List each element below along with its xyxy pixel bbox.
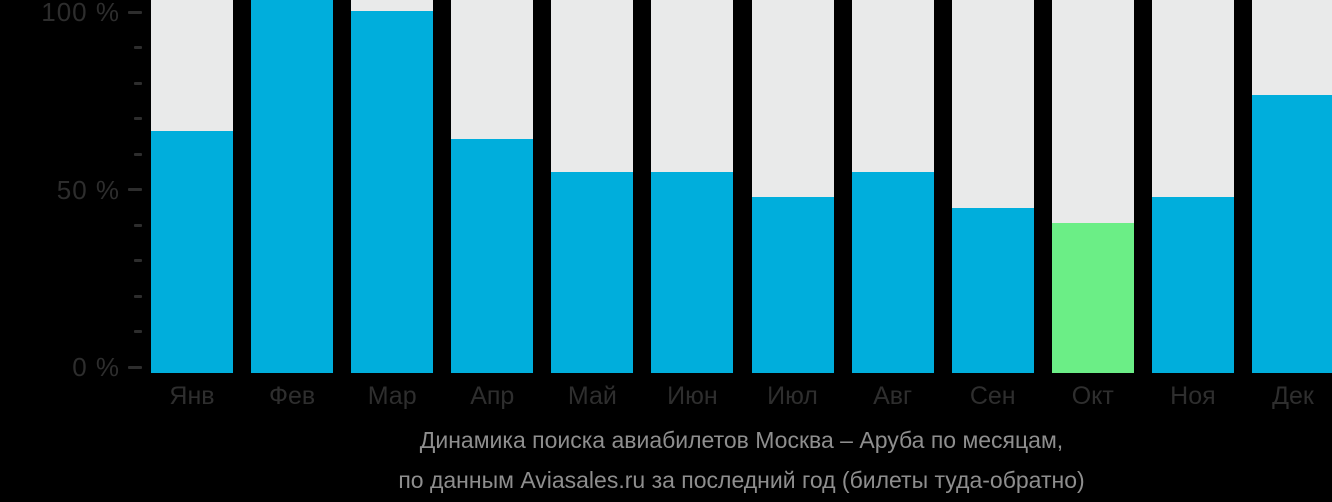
y-minor-tick [134,117,142,120]
y-major-tick [128,365,142,369]
bar [551,172,634,373]
y-minor-tick [134,81,142,85]
y-minor-tick [134,223,142,227]
month-label-Июн: Июн [667,382,718,410]
month-label-Фев: Фев [268,382,316,410]
chart-title-line-1: Динамика поиска авиабилетов Москва – Ару… [419,427,1064,453]
plot-area: 0 % 50 % 100 % [41,0,1332,380]
bar [351,11,434,373]
month-label-Авг: Авг [873,382,913,410]
bar [151,131,233,373]
bar [251,0,334,373]
y-major-tick [128,10,142,14]
bar [951,208,1034,373]
month-label-Июл: Июл [767,382,818,410]
month-label-Мар: Мар [367,382,417,410]
y-minor-tick [134,294,142,298]
month-label-Ноя: Ноя [1170,382,1216,410]
bar [1151,197,1234,373]
month-label-Окт: Окт [1071,382,1114,410]
month-label-Май: Май [567,382,617,410]
month-label-Дек: Дек [1272,382,1314,410]
bar [451,139,534,373]
bar-highlight [1051,223,1134,373]
month-label-Сен: Сен [969,382,1016,410]
y-tick-label-100: 100 % [41,0,120,27]
y-minor-tick [134,152,142,156]
bar [851,172,934,373]
y-tick-label-50: 50 % [56,174,120,205]
chart-title-line-2: по данным Aviasales.ru за последний год … [398,467,1085,493]
y-major-tick [128,188,142,191]
month-label-Апр: Апр [470,382,515,410]
y-minor-tick [134,259,142,262]
y-tick-label-0: 0 % [72,352,120,382]
y-minor-tick [134,330,142,333]
month-label-Янв: Янв [169,382,215,410]
y-minor-tick [134,46,142,49]
bar [651,172,734,373]
bar [751,197,834,373]
chart-caption: Динамика поиска авиабилетов Москва – Ару… [151,420,1332,500]
bar [1251,95,1332,373]
